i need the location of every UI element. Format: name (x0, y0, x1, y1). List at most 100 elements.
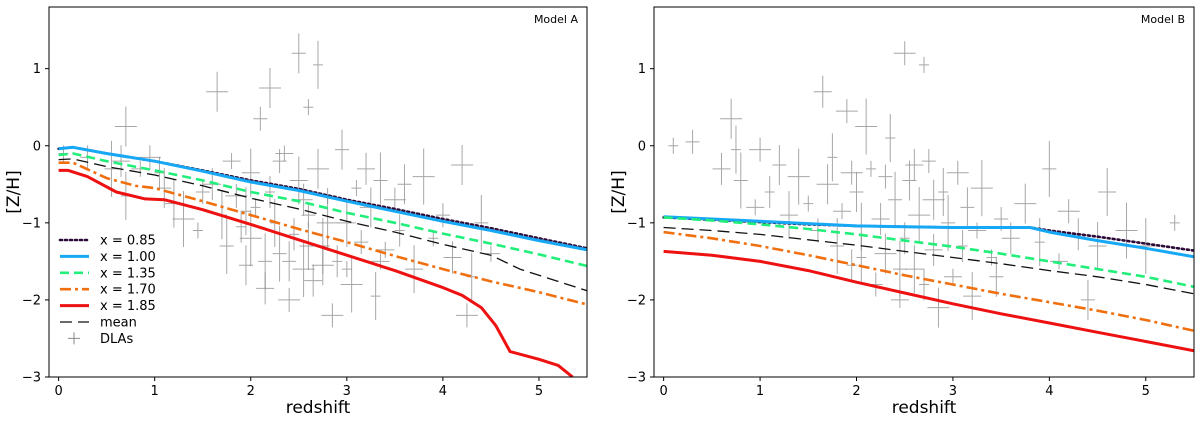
dla-point (840, 160, 863, 185)
series-line-2 (663, 216, 1194, 289)
dla-point (1115, 202, 1138, 259)
y-tick-label: 1 (33, 62, 41, 77)
dla-point (968, 222, 987, 239)
dla-point (905, 149, 924, 182)
dla-point (970, 160, 993, 217)
series-line-5 (58, 158, 587, 292)
dla-point (1014, 183, 1037, 224)
dla-point (337, 198, 356, 247)
dla-point (730, 125, 741, 174)
model-label: Model B (1141, 13, 1185, 26)
dla-point (455, 303, 478, 328)
y-tick-label: −1 (22, 216, 41, 231)
x-tick-label: 1 (151, 384, 159, 399)
dla-point (893, 41, 916, 66)
x-tick-label: 4 (439, 384, 447, 399)
model-label: Model A (534, 13, 579, 26)
series-line-1 (58, 145, 587, 252)
dla-point (720, 98, 743, 139)
dla-point (749, 137, 772, 162)
series-line-3 (663, 230, 1194, 333)
dla-point (787, 148, 810, 205)
legend-swatch-dla (68, 332, 80, 345)
x-tick-label: 0 (54, 384, 62, 399)
plot-area (57, 33, 587, 377)
dla-point (435, 203, 450, 228)
dla-point (685, 129, 700, 154)
dla-point (304, 264, 323, 297)
dla-point (849, 172, 864, 212)
dla-point (291, 33, 306, 74)
legend: x = 0.85x = 1.00x = 1.35 x = 1.70x = 1.85… (58, 234, 156, 347)
panel-model-a: 0 1 2 3 4 5 −3 −2 −1 0 1 redshift [Z/H] Model A x = 0.… (4, 6, 588, 418)
dla-point (1098, 168, 1117, 216)
dla-point (321, 303, 344, 328)
dla-point (451, 145, 474, 186)
plot-frame (653, 6, 1195, 378)
series-line-0 (662, 216, 1194, 252)
dla-point (172, 190, 195, 247)
dla-point (833, 203, 852, 220)
dla-point (1088, 221, 1107, 270)
dla-point (885, 114, 896, 163)
dla-point (668, 137, 679, 154)
plot-area (662, 41, 1194, 353)
dla-point (946, 160, 969, 185)
dla-point (292, 241, 315, 298)
dla-point (357, 152, 376, 185)
x-tick-label: 3 (343, 384, 351, 399)
dla-point (354, 230, 369, 255)
dla-point (340, 256, 363, 313)
y-axis-label: [Z/H] (4, 170, 24, 213)
plot-frame (48, 6, 588, 378)
dla-point (856, 233, 867, 282)
dla-point (871, 202, 890, 235)
series-line-4 (58, 168, 574, 377)
dla-point (921, 149, 936, 174)
legend-label: x = 1.85 (100, 299, 156, 314)
series-line-3 (58, 161, 587, 306)
dla-point (960, 187, 975, 228)
y-tick-label: 1 (638, 62, 646, 77)
dla-point (957, 229, 968, 262)
dla-point (311, 245, 334, 286)
x-tick-label: 5 (1142, 384, 1150, 399)
series-line-2 (58, 152, 587, 268)
dla-point (428, 230, 439, 247)
dla-point (1050, 253, 1068, 270)
y-tick-label: −2 (22, 293, 41, 308)
x-tick-label: 3 (949, 384, 957, 399)
y-tick-label: 0 (638, 139, 646, 154)
y-tick-label: 0 (33, 139, 41, 154)
dla-point (733, 152, 748, 209)
dla-point (474, 194, 489, 251)
dla-point (878, 164, 893, 189)
dla-point (830, 217, 845, 274)
dla-point (288, 218, 299, 251)
dla-point (278, 287, 301, 312)
series-line-1 (663, 215, 1194, 259)
dla-point (373, 152, 388, 209)
dla-point (764, 176, 775, 208)
dla-point (1080, 279, 1095, 320)
dla-point (195, 180, 210, 204)
dla-point (772, 145, 787, 186)
x-tick-label: 2 (247, 384, 255, 399)
x-tick-label: 1 (756, 384, 764, 399)
dla-point (316, 194, 339, 251)
dla-point (370, 272, 381, 321)
dla-point (943, 268, 962, 285)
dla-point (865, 160, 876, 177)
x-tick-label: 0 (660, 384, 668, 399)
dla-point (963, 272, 982, 321)
dla-point (941, 194, 956, 251)
dla-point (351, 180, 362, 197)
dla-point (855, 98, 878, 155)
dla-point (241, 148, 260, 197)
dla-point (1057, 199, 1080, 224)
dla-point (222, 153, 241, 170)
x-axis-label: redshift (286, 398, 351, 418)
x-tick-label: 2 (852, 384, 860, 399)
dla-point (1034, 218, 1045, 267)
